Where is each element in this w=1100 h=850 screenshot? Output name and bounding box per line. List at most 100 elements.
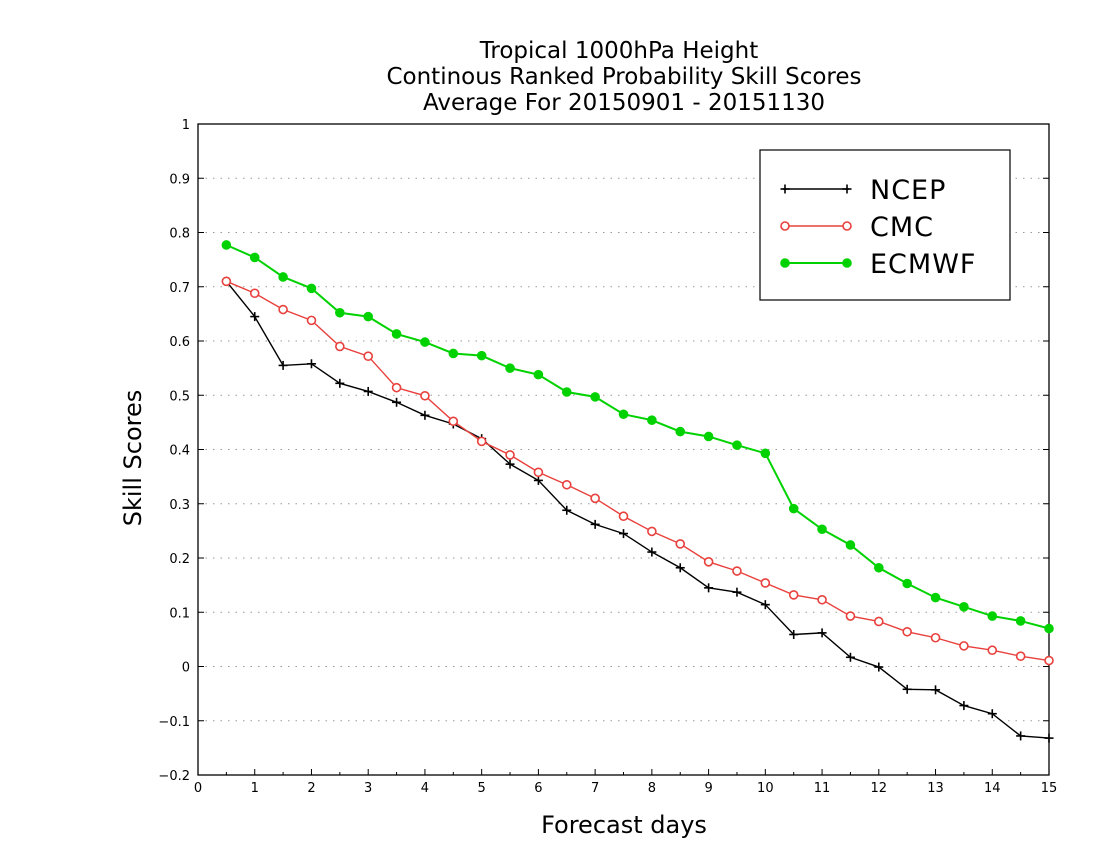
data-point-marker [420, 390, 430, 401]
data-point-marker [505, 450, 515, 460]
chart-title-block: Tropical 1000hPa Height Continous Ranked… [386, 38, 861, 116]
data-point-marker [278, 272, 288, 282]
data-point-marker [780, 258, 790, 268]
data-point-marker [845, 652, 855, 662]
data-point-marker [448, 416, 459, 427]
data-point-marker [703, 431, 714, 442]
x-tick-label: 7 [591, 781, 599, 796]
x-tick-label: 2 [307, 781, 315, 796]
data-point-marker [221, 240, 232, 250]
x-tick-label: 4 [421, 781, 429, 796]
data-point-marker [760, 448, 771, 459]
data-point-marker [1044, 655, 1054, 666]
data-point-marker [704, 583, 714, 593]
data-point-marker [306, 315, 317, 326]
data-point-marker [760, 578, 771, 588]
data-point-marker [561, 479, 572, 490]
data-point-marker [335, 307, 345, 318]
chart-title-line-1: Tropical 1000hPa Height [479, 38, 759, 64]
data-point-marker [842, 221, 852, 231]
y-tick-label: 1 [182, 118, 190, 133]
series-ecmwf [221, 240, 1054, 634]
data-point-marker [845, 540, 856, 550]
data-point-marker [788, 590, 799, 600]
data-point-marker [987, 645, 998, 656]
data-point-marker [817, 524, 827, 535]
data-point-marker [959, 641, 969, 651]
data-point-marker [902, 684, 912, 694]
data-point-marker [675, 563, 685, 573]
series-ncep [221, 276, 1054, 743]
legend-item-ecmwf: ECMWF [780, 249, 975, 280]
data-point-marker [732, 587, 742, 597]
data-point-marker [732, 566, 742, 576]
y-tick-label: 0.3 [169, 498, 190, 513]
x-tick-label: 12 [871, 781, 888, 796]
data-point-marker [448, 348, 459, 359]
data-point-marker [590, 392, 600, 402]
data-point-marker [780, 221, 790, 231]
x-tick-label: 0 [194, 781, 202, 796]
legend-item-ncep: NCEP [780, 175, 946, 206]
legend: NCEP CMC ECMWF [759, 149, 1011, 301]
data-point-marker [703, 556, 714, 567]
data-point-marker [335, 341, 345, 352]
series-layer [221, 240, 1054, 743]
y-axis-ticks: −0.2 −0.1 0 0.1 0.2 0.3 0.4 0.5 0.6 0.7 0.8 0.9 1 [158, 118, 1049, 784]
data-point-marker [931, 685, 941, 695]
data-point-marker [732, 440, 742, 450]
legend-item-cmc: CMC [780, 212, 934, 243]
y-tick-label: 0.9 [169, 172, 190, 187]
data-point-marker [930, 592, 941, 603]
data-point-marker [221, 276, 232, 287]
data-point-marker [618, 409, 629, 420]
data-point-marker [788, 503, 799, 514]
data-point-marker [391, 329, 402, 339]
legend-label: NCEP [870, 175, 946, 206]
data-point-marker [306, 283, 317, 294]
data-point-marker [278, 304, 288, 315]
data-point-marker [562, 505, 572, 515]
x-axis-ticks: 0 1 2 3 4 5 6 7 8 9 10 11 12 13 14 15 [194, 769, 1057, 796]
data-point-marker [874, 662, 884, 672]
x-tick-label: 9 [704, 781, 712, 796]
x-tick-label: 11 [814, 781, 831, 796]
x-tick-label: 14 [984, 781, 1001, 796]
data-point-marker [902, 578, 912, 589]
data-point-marker [420, 410, 430, 420]
x-tick-label: 5 [478, 781, 486, 796]
data-point-marker [249, 288, 260, 299]
x-axis-label: Forecast days [541, 811, 707, 839]
data-point-marker [987, 611, 998, 621]
x-tick-label: 3 [364, 781, 372, 796]
y-axis-label: Skill Scores [119, 390, 147, 527]
data-point-marker [780, 184, 790, 194]
data-point-marker [760, 600, 770, 610]
legend-label: CMC [870, 212, 934, 243]
data-point-marker [392, 397, 402, 407]
y-tick-label: 0.8 [169, 227, 190, 242]
data-point-marker [250, 312, 260, 322]
data-point-marker [618, 511, 629, 522]
series-line-ncep [225, 280, 1050, 739]
data-point-marker [817, 594, 827, 605]
x-tick-label: 10 [757, 781, 774, 796]
data-point-marker [842, 258, 852, 268]
y-tick-label: 0.7 [169, 281, 190, 296]
data-point-marker [533, 467, 544, 478]
data-point-marker [1015, 616, 1026, 626]
data-point-marker [363, 386, 373, 396]
y-tick-label: 0.2 [169, 552, 190, 567]
data-point-marker [930, 632, 941, 643]
data-point-marker [619, 529, 628, 539]
data-point-marker [363, 351, 374, 361]
y-tick-label: 0.1 [169, 606, 190, 621]
y-tick-label: 0.5 [169, 389, 190, 404]
series-cmc [221, 276, 1054, 666]
y-tick-label: −0.2 [158, 769, 190, 784]
data-point-marker [647, 415, 657, 426]
y-tick-label: 0.6 [169, 335, 190, 350]
legend-box [759, 149, 1011, 301]
data-point-marker [817, 628, 827, 638]
data-point-marker [675, 539, 686, 549]
